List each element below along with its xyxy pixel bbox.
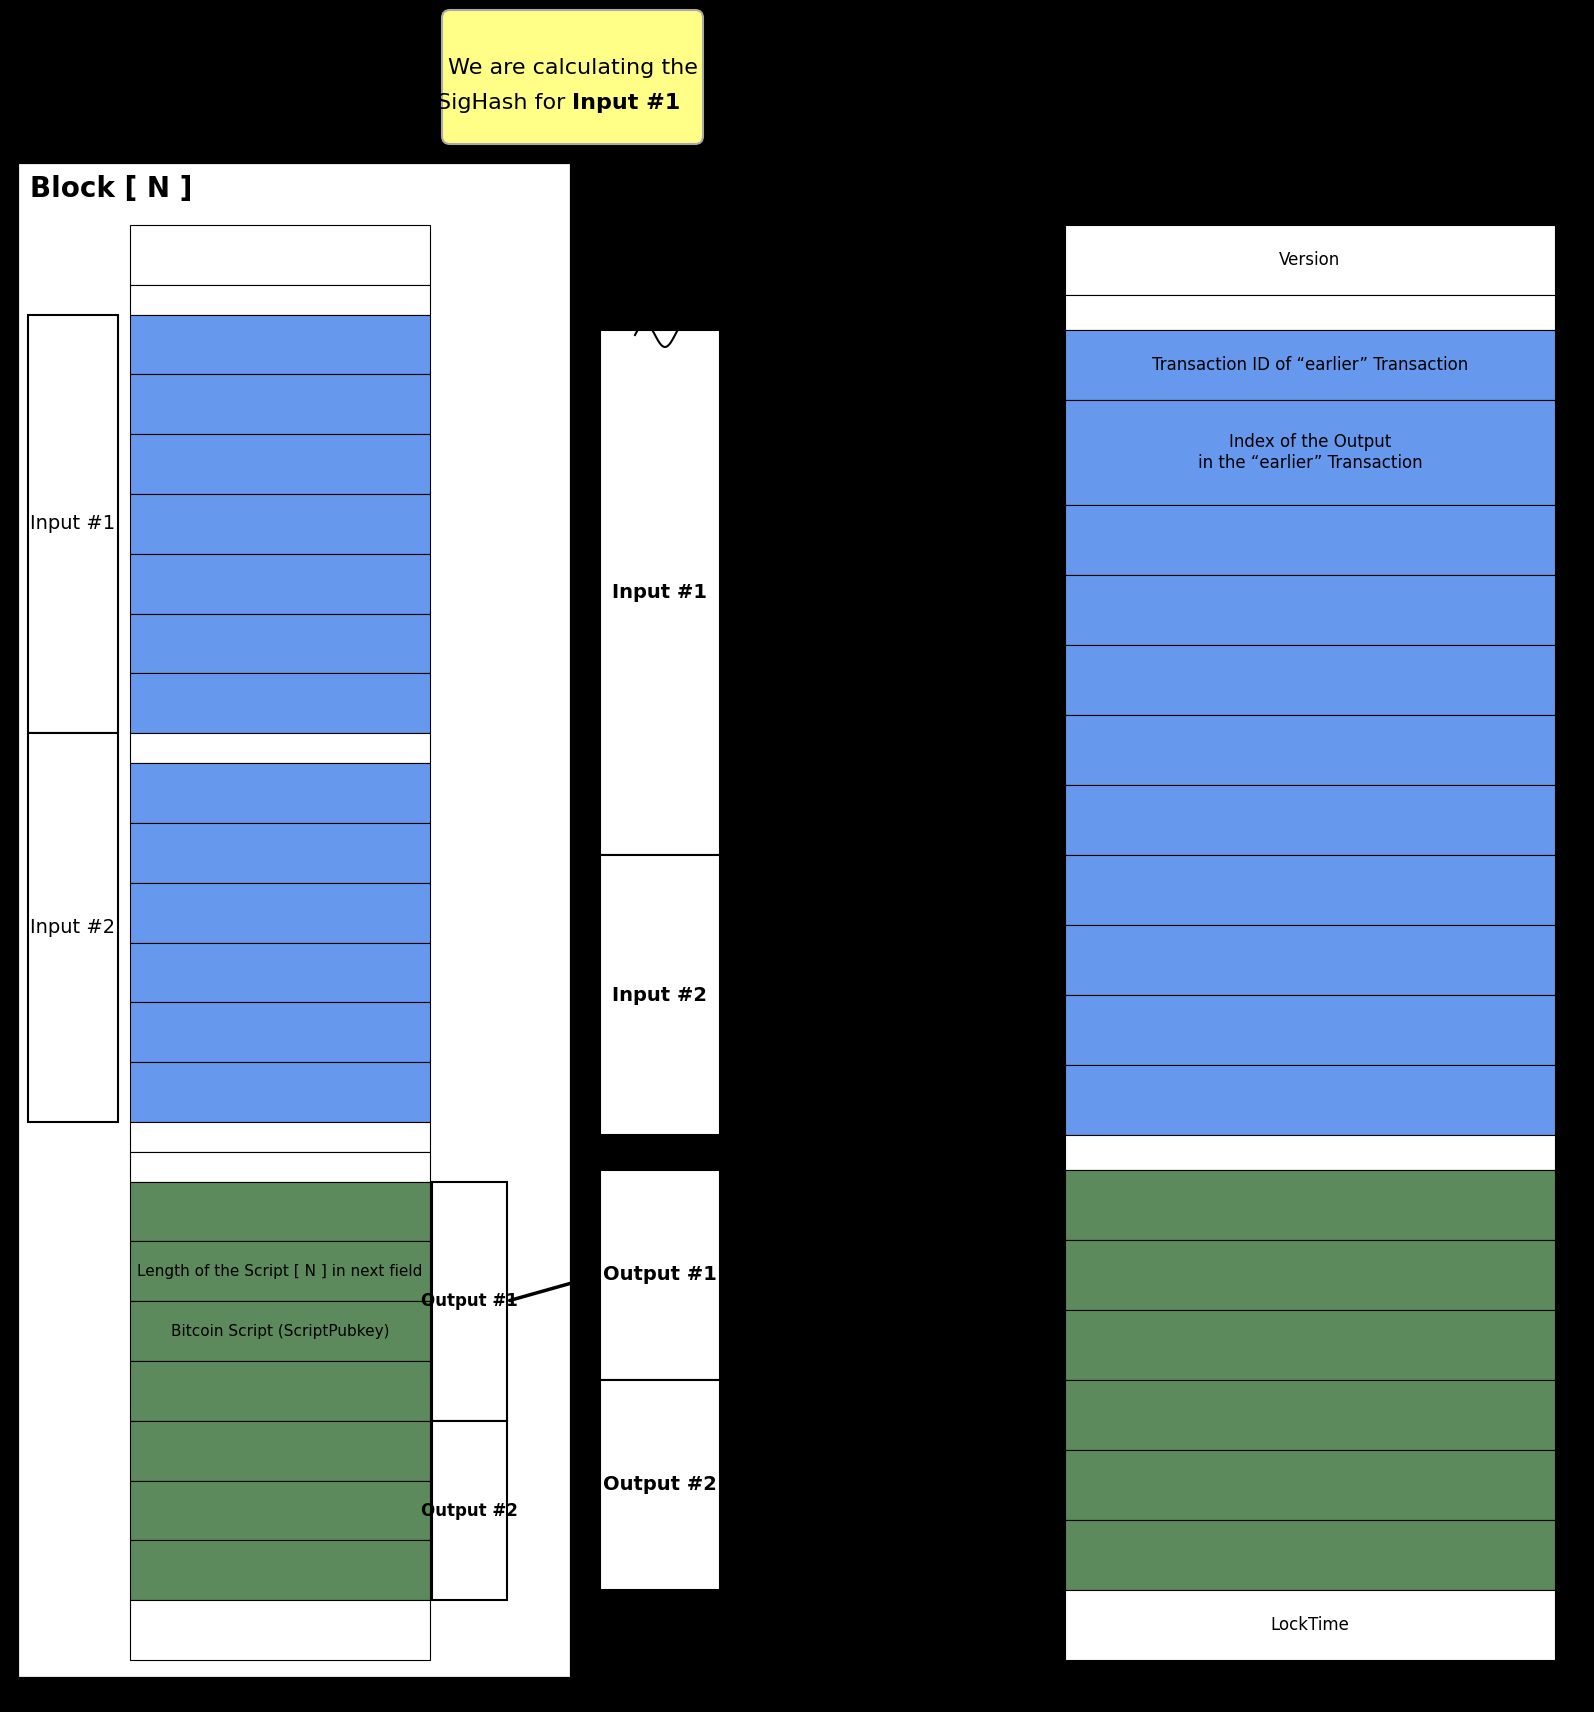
Bar [1065, 786, 1556, 854]
Bar [1065, 1310, 1556, 1380]
Text: Output #2: Output #2 [603, 1476, 717, 1495]
Bar [1065, 716, 1556, 786]
Bar [131, 1421, 430, 1481]
Text: Version: Version [1280, 252, 1341, 269]
Text: Input #2: Input #2 [612, 986, 708, 1005]
Text: Length of the Script [ N ] in next field: Length of the Script [ N ] in next field [137, 1263, 422, 1279]
Bar [432, 1181, 507, 1421]
Bar [131, 1061, 430, 1121]
Bar [1065, 1380, 1556, 1450]
Bar [131, 883, 430, 943]
Bar [1065, 1065, 1556, 1135]
Bar [131, 1601, 430, 1661]
Bar [131, 943, 430, 1002]
Text: We are calculating the: We are calculating the [448, 58, 698, 77]
Text: Input #1: Input #1 [572, 92, 681, 113]
Text: SigHash for: SigHash for [437, 92, 572, 113]
Text: Input #1: Input #1 [30, 515, 115, 534]
Bar [29, 315, 118, 733]
Bar [131, 1301, 430, 1361]
Bar [131, 764, 430, 823]
Bar [1065, 330, 1556, 401]
Bar [1065, 854, 1556, 924]
Bar [1065, 575, 1556, 645]
Bar [1065, 1239, 1556, 1310]
Bar [131, 1152, 430, 1181]
Text: Transaction ID of “earlier” Transaction: Transaction ID of “earlier” Transaction [1152, 356, 1468, 373]
Bar [131, 315, 430, 375]
Bar [131, 375, 430, 435]
Bar [1065, 645, 1556, 716]
Bar [131, 1361, 430, 1421]
Text: Block [ N ]: Block [ N ] [30, 175, 193, 204]
Bar [1065, 294, 1556, 330]
Bar [599, 1380, 720, 1590]
Bar [131, 1121, 430, 1152]
Bar [131, 555, 430, 613]
Bar [432, 1421, 507, 1601]
Bar [599, 854, 720, 1135]
Bar [1065, 505, 1556, 575]
FancyBboxPatch shape [442, 10, 703, 144]
Bar [1065, 1169, 1556, 1239]
Text: Output #1: Output #1 [603, 1265, 717, 1284]
Bar [1065, 924, 1556, 995]
Bar [131, 1241, 430, 1301]
Bar [131, 495, 430, 555]
Bar [131, 733, 430, 764]
Bar [599, 330, 720, 854]
Bar [131, 1541, 430, 1601]
Text: LockTime: LockTime [1270, 1616, 1350, 1633]
Bar [131, 224, 430, 284]
Bar [131, 284, 430, 315]
Text: Output #1: Output #1 [421, 1293, 518, 1310]
Bar [1065, 1135, 1556, 1169]
Bar [131, 823, 430, 883]
Bar [131, 1481, 430, 1541]
Text: Input #1: Input #1 [612, 584, 708, 603]
Bar [1065, 224, 1556, 294]
Bar [131, 613, 430, 673]
Bar [131, 435, 430, 495]
Bar [599, 1169, 720, 1380]
Text: Index of the Output
in the “earlier” Transaction: Index of the Output in the “earlier” Tra… [1197, 433, 1422, 473]
Bar [131, 673, 430, 733]
Text: Input #2: Input #2 [30, 918, 115, 936]
Bar [1065, 995, 1556, 1065]
Bar [1065, 1450, 1556, 1520]
Bar [1065, 1520, 1556, 1590]
Bar [1065, 1590, 1556, 1661]
Bar [29, 733, 118, 1121]
Bar [1065, 401, 1556, 505]
Bar [131, 1181, 430, 1241]
Bar [131, 1002, 430, 1061]
Bar [21, 164, 567, 1674]
Text: Output #2: Output #2 [421, 1501, 518, 1520]
Text: Bitcoin Script (ScriptPubkey): Bitcoin Script (ScriptPubkey) [171, 1323, 389, 1339]
